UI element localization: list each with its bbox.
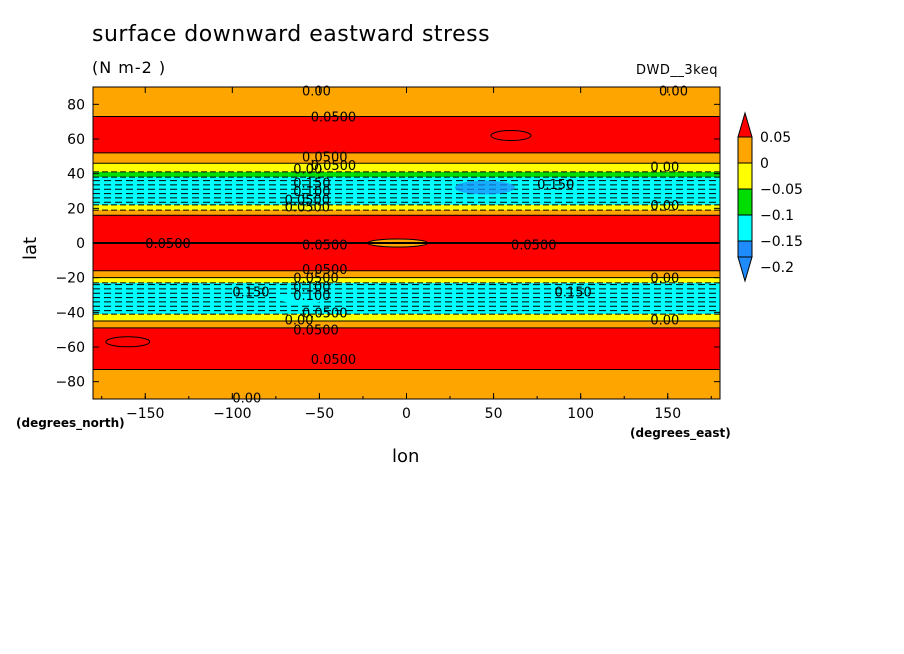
band-13 (93, 321, 720, 328)
x-axis-label: lon (392, 446, 420, 467)
contour-label-20: 0.150 (555, 286, 592, 301)
closed-contour-south (105, 336, 151, 348)
band-14 (93, 327, 720, 370)
chart-title: surface downward eastward stress (92, 22, 491, 47)
x-tick-label-0: −150 (126, 406, 164, 422)
x-axis-units: (degrees_east) (630, 426, 731, 440)
contour-label-9: 0.00 (650, 161, 679, 176)
band-12 (93, 314, 720, 321)
y-tick-label-2: −40 (55, 305, 85, 321)
contour-label-22: 0.100 (293, 289, 330, 304)
contour-label-3: 0.0500 (302, 150, 348, 165)
colorbar-segment-2 (737, 162, 753, 190)
band-3 (93, 163, 720, 172)
contour-label-21: 0.100 (293, 280, 330, 295)
band-2 (93, 152, 720, 164)
y-tick-label-0: −80 (55, 375, 85, 391)
contour-label-25: 0.0500 (293, 324, 339, 339)
contour-label-2: 0.0500 (311, 110, 357, 125)
band-4 (93, 171, 720, 178)
contour-label-19: 0.150 (232, 286, 269, 301)
y-tick-label-8: 80 (67, 97, 85, 113)
x-tick-label-4: 50 (485, 406, 503, 422)
colorbar-label-2: −0.05 (760, 182, 803, 198)
closed-contour-north (490, 130, 532, 142)
colorbar-segment-3 (737, 188, 753, 216)
contour-label-13: 0.0500 (145, 237, 191, 252)
contour-label-1: 0.00 (659, 84, 688, 99)
y-tick-label-1: −60 (55, 340, 85, 356)
colorbar-label-1: 0 (760, 156, 769, 172)
contour-label-6: 0.150 (293, 176, 330, 191)
band-1 (93, 116, 720, 153)
contour-label-17: 0.0500 (293, 272, 339, 287)
contour-label-26: 0.00 (650, 313, 679, 328)
y-tick-label-6: 40 (67, 167, 85, 183)
x-tick-label-3: 0 (402, 406, 411, 422)
band-5 (93, 177, 720, 205)
contour-label-4: 0.0500 (311, 159, 357, 174)
x-tick-label-1: −100 (213, 406, 251, 422)
colorbar-label-5: −0.2 (760, 260, 794, 276)
contour-label-10: 0.0500 (285, 194, 331, 209)
colorbar-top-arrow (737, 111, 753, 138)
x-tick-label-6: 150 (654, 406, 681, 422)
contour-label-5: 0.00 (293, 162, 322, 177)
model-label: DWD__3keq (636, 63, 718, 78)
band-7 (93, 210, 720, 216)
y-axis-units: (degrees_north) (16, 416, 125, 430)
colorbar-label-0: 0.05 (760, 130, 791, 146)
band-9 (93, 270, 720, 278)
jet-core-north (454, 180, 515, 195)
y-tick-label-7: 60 (67, 132, 85, 148)
contour-label-0: 0.00 (302, 84, 331, 99)
contour-label-24: 0.00 (285, 313, 314, 328)
band-6 (93, 204, 720, 211)
y-tick-label-5: 20 (67, 201, 85, 217)
contour-label-15: 0.0500 (511, 239, 557, 254)
chart-units: (N m-2 ) (92, 58, 167, 77)
y-tick-label-4: 0 (76, 236, 85, 252)
contour-label-18: 0.00 (650, 272, 679, 287)
x-tick-label-5: 100 (567, 406, 594, 422)
contour-label-27: 0.0500 (311, 353, 357, 368)
contour-label-14: 0.0500 (302, 239, 348, 254)
contour-label-23: 0.0500 (302, 306, 348, 321)
contour-label-7: 0.100 (293, 185, 330, 200)
y-tick-label-3: −20 (55, 271, 85, 287)
band-10 (93, 277, 720, 283)
colorbar-segment-4 (737, 214, 753, 242)
contour-label-11: 0.0500 (285, 201, 331, 216)
colorbar-bottom-arrow (737, 256, 753, 283)
colorbar-label-3: −0.1 (760, 208, 794, 224)
x-tick-label-2: −50 (305, 406, 335, 422)
jet-core-south (278, 293, 326, 304)
band-11 (93, 282, 720, 315)
colorbar-segment-5 (737, 240, 753, 258)
contour-label-16: 0.0500 (302, 263, 348, 278)
contour-label-8: 0.150 (537, 178, 574, 193)
colorbar-segment-1 (737, 136, 753, 164)
colorbar-label-4: −0.15 (760, 234, 803, 250)
contour-label-12: 0.00 (650, 199, 679, 214)
